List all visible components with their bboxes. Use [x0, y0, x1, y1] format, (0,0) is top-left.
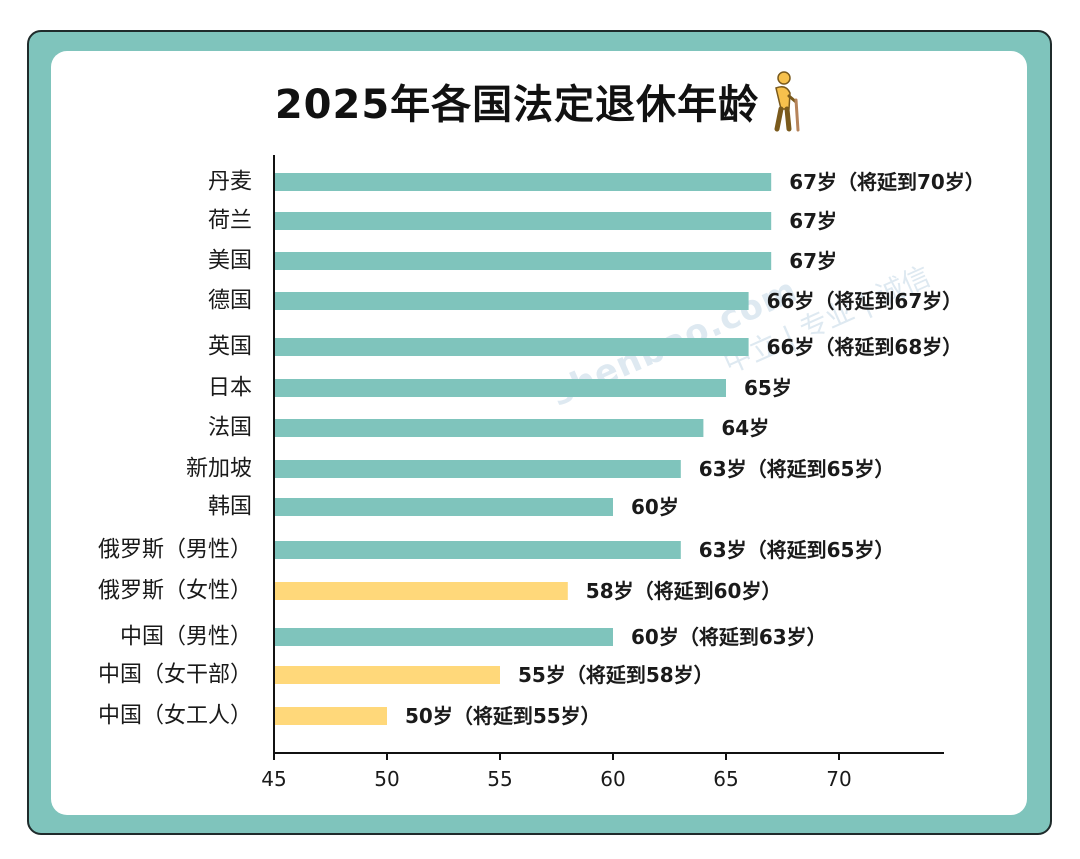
category-label-10: 俄罗斯（女性）	[98, 579, 252, 604]
bar-7	[274, 460, 681, 478]
category-label-8: 韩国	[208, 495, 252, 520]
bar-12	[274, 666, 500, 684]
data-label-0: 67岁（将延到70岁）	[789, 170, 985, 194]
data-label-9: 63岁（将延到65岁）	[699, 538, 895, 562]
x-tick-label-4: 65	[713, 767, 738, 791]
data-label-10: 58岁（将延到60岁）	[586, 579, 782, 603]
bars-group	[274, 173, 772, 725]
category-label-2: 美国	[208, 249, 252, 274]
data-label-6: 64岁	[721, 416, 769, 440]
x-tick-label-1: 50	[374, 767, 399, 791]
category-label-1: 荷兰	[208, 209, 252, 234]
bar-2	[274, 252, 772, 270]
chart-title: 2025年各国法定退休年龄	[274, 82, 760, 128]
data-label-1: 67岁	[789, 209, 837, 233]
data-label-7: 63岁（将延到65岁）	[699, 457, 895, 481]
bar-0	[274, 173, 772, 191]
data-label-5: 65岁	[744, 376, 792, 400]
bar-1	[274, 212, 772, 230]
bar-5	[274, 379, 726, 397]
data-label-13: 50岁（将延到55岁）	[405, 704, 601, 728]
bar-8	[274, 498, 613, 516]
bar-11	[274, 628, 613, 646]
category-label-11: 中国（男性）	[120, 625, 252, 650]
bar-6	[274, 419, 704, 437]
bar-9	[274, 541, 681, 559]
bar-4	[274, 338, 749, 356]
x-tick-label-3: 60	[600, 767, 625, 791]
x-tick-label-2: 55	[487, 767, 512, 791]
data-labels-group: 67岁（将延到70岁） 67岁 67岁 66岁（将延到67岁） 66岁（将延到68岁） 6…	[405, 170, 985, 728]
bar-3	[274, 292, 749, 310]
bar-10	[274, 582, 568, 600]
category-label-3: 德国	[208, 289, 252, 314]
data-label-8: 60岁	[631, 495, 679, 519]
elderly-person-icon	[774, 71, 800, 132]
category-label-4: 英国	[208, 335, 252, 360]
data-label-11: 60岁（将延到63岁）	[631, 625, 827, 649]
category-label-5: 日本	[208, 376, 252, 401]
x-tick-label-0: 45	[261, 767, 286, 791]
category-label-0: 丹麦	[208, 170, 252, 195]
axes-group: 45 50 55 60 65 70	[261, 155, 944, 791]
category-label-13: 中国（女工人）	[98, 704, 252, 729]
category-label-6: 法国	[208, 416, 252, 441]
data-label-12: 55岁（将延到58岁）	[518, 663, 714, 687]
category-label-12: 中国（女干部）	[98, 663, 252, 688]
category-label-7: 新加坡	[186, 457, 252, 482]
category-label-9: 俄罗斯（男性）	[98, 538, 252, 563]
x-tick-label-5: 70	[826, 767, 851, 791]
data-label-3: 66岁（将延到67岁）	[767, 289, 963, 313]
data-label-4: 66岁（将延到68岁）	[767, 335, 963, 359]
bar-13	[274, 707, 387, 725]
data-label-2: 67岁	[789, 249, 837, 273]
title-row: 2025年各国法定退休年龄	[0, 66, 1080, 136]
